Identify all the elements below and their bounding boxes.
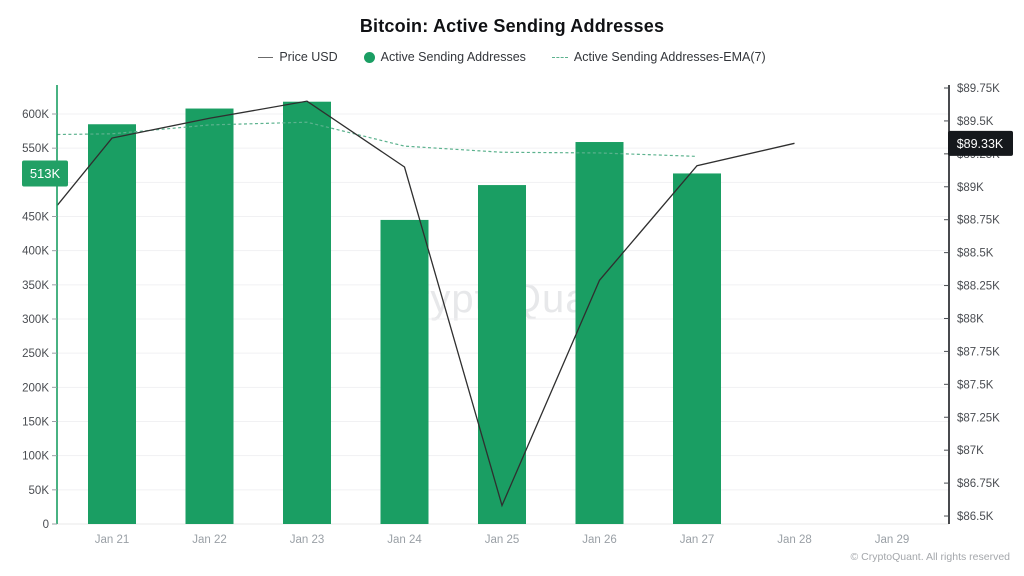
right-axis-tick-label: $88K bbox=[957, 313, 984, 325]
bar-jan-22[interactable] bbox=[185, 108, 234, 525]
left-axis-badge bbox=[22, 160, 68, 187]
right-axis-tick-label: $89.75K bbox=[957, 83, 1000, 95]
x-axis-label: Jan 21 bbox=[95, 534, 130, 546]
legend-item-ema[interactable]: Active Sending Addresses-EMA(7) bbox=[551, 50, 766, 64]
bar-jan-27[interactable] bbox=[673, 173, 721, 524]
chart-title: Bitcoin: Active Sending Addresses bbox=[359, 16, 665, 36]
x-axis-label: Jan 28 bbox=[777, 534, 812, 546]
copyright-notice: © CryptoQuant. All rights reserved bbox=[850, 551, 1010, 563]
left-axis-tick-label: 50K bbox=[29, 485, 50, 497]
bar-jan-21[interactable] bbox=[88, 124, 136, 524]
ema-line-swatch-icon bbox=[551, 56, 568, 58]
x-axis-label: Jan 27 bbox=[680, 534, 715, 546]
x-axis-label: Jan 29 bbox=[875, 534, 910, 546]
ema-line bbox=[57, 121, 698, 157]
right-axis-tick-label: $87.75K bbox=[957, 346, 1000, 358]
right-axis-badge bbox=[948, 130, 1013, 156]
right-axis-tick-label: $89.5K bbox=[957, 116, 994, 128]
left-axis-badge-label: 513K bbox=[30, 166, 61, 181]
right-axis-tick-label: $87.25K bbox=[957, 412, 1000, 424]
price-line bbox=[56, 100, 795, 508]
right-axis-badge-label: $89.33K bbox=[957, 137, 1004, 151]
right-axis-tick-label: $86.5K bbox=[957, 511, 994, 523]
right-axis-tick-label: $87K bbox=[957, 445, 984, 457]
right-axis-tick-label: $88.5K bbox=[957, 248, 994, 260]
left-axis-tick-label: 100K bbox=[22, 451, 49, 463]
right-axis-tick-label: $87.5K bbox=[957, 379, 994, 391]
legend-item-price-usd[interactable]: Price USD bbox=[258, 50, 338, 64]
right-axis-tick-label: $88.25K bbox=[957, 281, 1000, 293]
left-axis-tick-label: 400K bbox=[22, 246, 49, 258]
x-axis-label: Jan 22 bbox=[192, 534, 227, 546]
left-axis-tick-label: 250K bbox=[22, 348, 49, 360]
left-axis-tick-label: 150K bbox=[22, 417, 49, 429]
left-axis-tick-label: 200K bbox=[22, 382, 49, 394]
left-axis-tick-label: 450K bbox=[22, 212, 49, 224]
bar-jan-26[interactable] bbox=[575, 142, 624, 524]
right-axis-tick-label: $88.75K bbox=[957, 215, 1000, 227]
x-axis-label: Jan 24 bbox=[387, 534, 422, 546]
x-axis-label: Jan 23 bbox=[290, 534, 325, 546]
legend-label: Active Sending Addresses-EMA(7) bbox=[573, 50, 766, 64]
left-axis-tick-label: 300K bbox=[22, 314, 49, 326]
legend-label: Active Sending Addresses bbox=[380, 50, 526, 64]
left-axis-tick-label: 350K bbox=[22, 280, 49, 292]
x-axis-label: Jan 26 bbox=[582, 534, 617, 546]
right-axis-tick-label: $89K bbox=[957, 182, 984, 194]
price-line-swatch-icon bbox=[258, 56, 274, 58]
bar-jan-23[interactable] bbox=[283, 101, 331, 524]
legend-item-active-sending-addresses[interactable]: Active Sending Addresses bbox=[363, 50, 526, 64]
legend-label: Price USD bbox=[279, 50, 338, 64]
x-axis-label: Jan 25 bbox=[485, 534, 520, 546]
left-axis-tick-label: 550K bbox=[22, 143, 49, 155]
right-axis-tick-label: $86.75K bbox=[957, 478, 1000, 490]
left-axis-tick-label: 0 bbox=[43, 519, 49, 531]
bar-jan-25[interactable] bbox=[478, 185, 526, 525]
bar-series-swatch-icon bbox=[363, 51, 375, 63]
chart-legend: Price USD Active Sending Addresses Activ… bbox=[0, 50, 1024, 64]
left-axis-tick-label: 600K bbox=[22, 109, 49, 121]
bar-jan-24[interactable] bbox=[380, 219, 429, 524]
